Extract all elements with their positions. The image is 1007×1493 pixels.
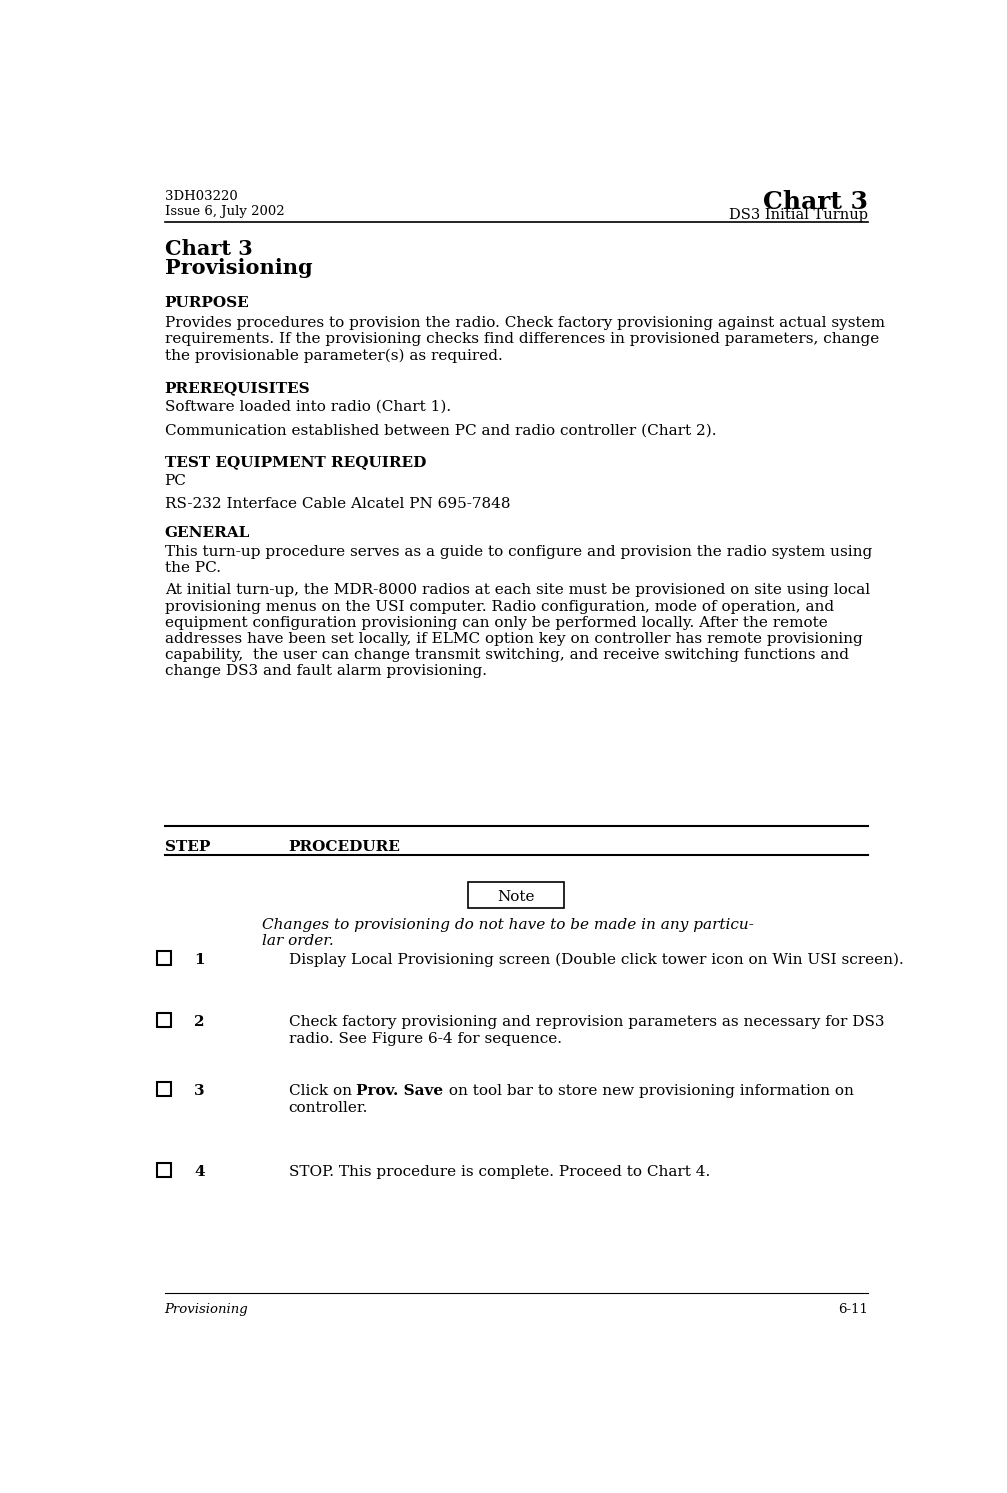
FancyBboxPatch shape <box>467 882 564 908</box>
Text: Display Local Provisioning screen (Double click tower icon on Win USI screen).: Display Local Provisioning screen (Doubl… <box>289 953 903 967</box>
Text: Provisioning: Provisioning <box>164 1303 249 1317</box>
Bar <box>157 1082 171 1096</box>
Text: Check factory provisioning and reprovision parameters as necessary for DS3: Check factory provisioning and reprovisi… <box>289 1015 884 1029</box>
Text: 3DH03220: 3DH03220 <box>164 190 238 203</box>
Text: PC: PC <box>164 475 186 488</box>
Bar <box>157 951 171 966</box>
Text: DS3 Initial Turnup: DS3 Initial Turnup <box>728 209 868 222</box>
Text: At initial turn-up, the MDR-8000 radios at each site must be provisioned on site: At initial turn-up, the MDR-8000 radios … <box>164 584 870 678</box>
Text: STEP: STEP <box>164 841 210 854</box>
Text: on tool bar to store new provisioning information on: on tool bar to store new provisioning in… <box>444 1084 854 1097</box>
Text: Prov. Save: Prov. Save <box>356 1084 444 1097</box>
Text: lar order.: lar order. <box>262 933 333 948</box>
Text: GENERAL: GENERAL <box>164 526 250 539</box>
Bar <box>157 1014 171 1027</box>
Text: Communication established between PC and radio controller (Chart 2).: Communication established between PC and… <box>164 424 716 437</box>
Text: RS-232 Interface Cable Alcatel PN 695-7848: RS-232 Interface Cable Alcatel PN 695-78… <box>164 497 511 511</box>
Text: Click on: Click on <box>289 1084 356 1097</box>
Text: Chart 3: Chart 3 <box>762 190 868 213</box>
Text: Software loaded into radio (Chart 1).: Software loaded into radio (Chart 1). <box>164 400 451 414</box>
Text: 1: 1 <box>194 953 204 967</box>
Text: 6-11: 6-11 <box>838 1303 868 1317</box>
Text: Issue 6, July 2002: Issue 6, July 2002 <box>164 205 284 218</box>
Text: TEST EQUIPMENT REQUIRED: TEST EQUIPMENT REQUIRED <box>164 455 426 469</box>
Text: PREREQUISITES: PREREQUISITES <box>164 381 310 396</box>
Text: STOP. This procedure is complete. Proceed to Chart 4.: STOP. This procedure is complete. Procee… <box>289 1165 710 1179</box>
Text: Note: Note <box>496 890 535 903</box>
Text: PROCEDURE: PROCEDURE <box>289 841 401 854</box>
Text: controller.: controller. <box>289 1100 368 1115</box>
Bar <box>157 1163 171 1176</box>
Text: This turn-up procedure serves as a guide to configure and provision the radio sy: This turn-up procedure serves as a guide… <box>164 545 872 575</box>
Text: Provides procedures to provision the radio. Check factory provisioning against a: Provides procedures to provision the rad… <box>164 317 884 363</box>
Text: radio. See Figure 6-4 for sequence.: radio. See Figure 6-4 for sequence. <box>289 1032 562 1045</box>
Text: PURPOSE: PURPOSE <box>164 296 250 311</box>
Text: 3: 3 <box>194 1084 204 1097</box>
Text: 4: 4 <box>194 1165 204 1179</box>
Text: Chart 3: Chart 3 <box>164 239 253 260</box>
Text: Changes to provisioning do not have to be made in any particu-: Changes to provisioning do not have to b… <box>262 918 753 932</box>
Text: 2: 2 <box>194 1015 204 1029</box>
Text: Provisioning: Provisioning <box>164 258 312 279</box>
